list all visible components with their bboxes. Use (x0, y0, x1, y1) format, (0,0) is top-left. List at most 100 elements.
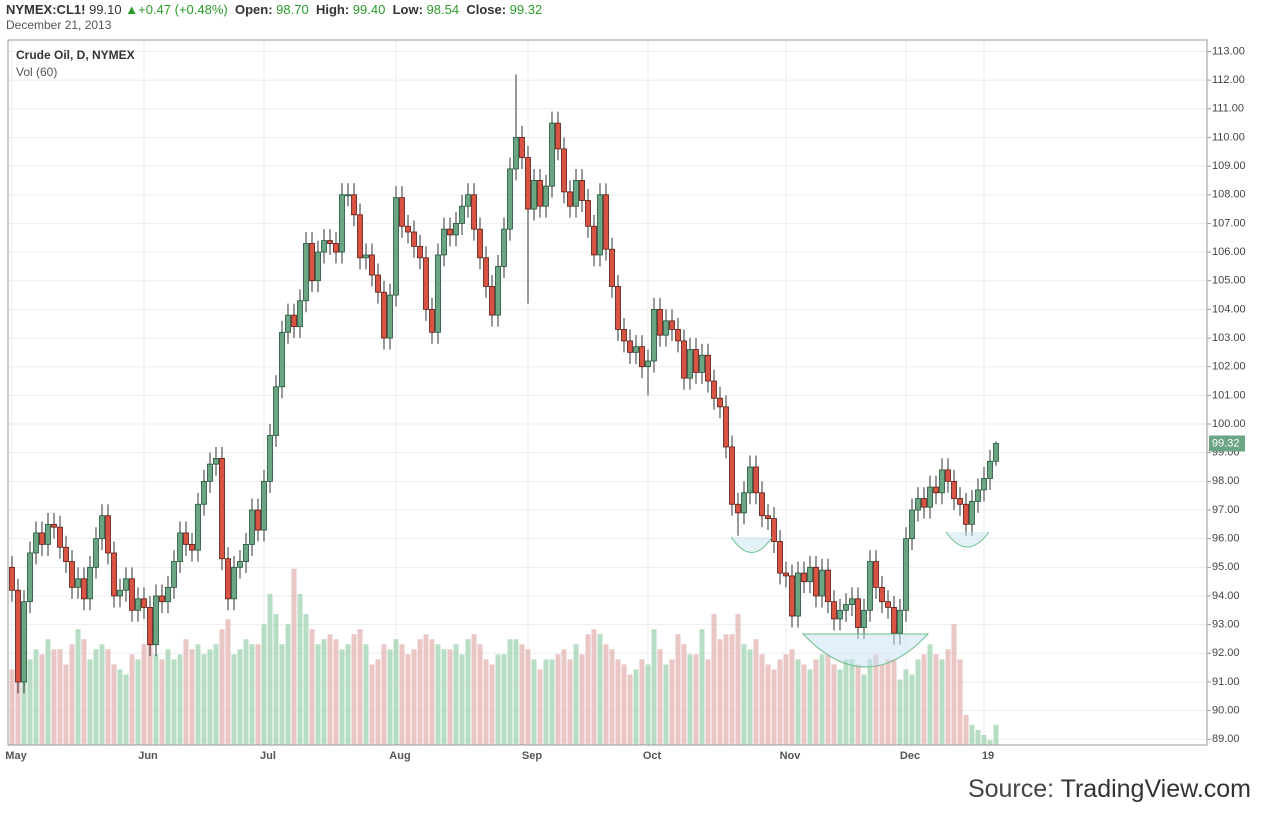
candle-body (765, 515, 771, 519)
volume-bar (63, 664, 69, 745)
low-value: 98.54 (426, 2, 460, 17)
candle-body (537, 180, 543, 207)
y-tick-label: 89.00 (1212, 733, 1240, 745)
candle-body (843, 604, 849, 611)
candle-body (693, 349, 699, 373)
candle-body (993, 443, 999, 462)
volume-bar (507, 639, 513, 745)
y-tick-label: 103.00 (1212, 332, 1246, 344)
candle-body (867, 561, 873, 611)
candle-body (855, 598, 861, 628)
volume-bar (171, 659, 177, 745)
y-tick-label: 104.00 (1212, 303, 1246, 315)
candle-body (63, 546, 69, 562)
candle-body (663, 320, 669, 336)
y-tick-label: 106.00 (1212, 246, 1246, 258)
candle-body (627, 340, 633, 353)
candle-body (909, 509, 915, 540)
volume-bar (87, 659, 93, 745)
volume-bar (459, 654, 465, 745)
candle-body (93, 538, 99, 568)
candle-body (501, 228, 507, 267)
candle-body (321, 240, 327, 253)
source-prefix: Source: (967, 775, 1055, 803)
volume-bar (309, 629, 315, 745)
candle-body (759, 492, 765, 517)
volume-bar (147, 629, 153, 745)
candle-body (153, 595, 159, 646)
y-tick-label: 90.00 (1212, 705, 1240, 717)
volume-bar (321, 639, 327, 745)
high-value: 99.40 (352, 2, 386, 17)
candle-body (729, 446, 735, 505)
open-value: 98.70 (276, 2, 309, 17)
axis-layer: 89.00 90.00 91.00 92.00 93.00 94.00 95.00 96.00… (5, 45, 1245, 762)
y-tick-label: 107.00 (1212, 217, 1246, 229)
volume-bar (543, 659, 549, 745)
volume-bar (237, 649, 243, 745)
volume-bar (429, 639, 435, 745)
candle-body (369, 254, 375, 276)
last-price-tag (1209, 435, 1245, 452)
y-tick-label: 111.00 (1212, 103, 1244, 115)
candle-body (135, 598, 141, 611)
candle-layer (9, 74, 999, 694)
volume-bar (135, 659, 141, 745)
candle-body (255, 509, 261, 531)
volume-bar (213, 644, 219, 745)
candle-body (129, 578, 135, 611)
candle-body (711, 380, 717, 399)
volume-bar (501, 654, 507, 745)
volume-bar (603, 644, 609, 745)
volume-bar (255, 644, 261, 745)
volume-bar (621, 664, 627, 745)
volume-bar (531, 659, 537, 745)
x-tick-label: Nov (780, 750, 802, 762)
volume-bar (537, 669, 543, 745)
volume-bar (837, 669, 843, 745)
volume-bar (105, 649, 111, 745)
volume-bar (279, 644, 285, 745)
candle-body (975, 489, 981, 502)
candle-body (471, 194, 477, 230)
candle-body (141, 598, 147, 608)
change: +0.47 (+0.48%) (138, 2, 228, 17)
volume-bar (291, 568, 297, 745)
volume-bar (351, 634, 357, 745)
volume-bar (333, 639, 339, 745)
volume-bar (933, 654, 939, 745)
candle-body (393, 197, 399, 296)
volume-bar (525, 649, 531, 745)
volume-bar (411, 649, 417, 745)
candle-body (45, 523, 51, 545)
volume-bar (561, 649, 567, 745)
x-tick-label: Jun (138, 750, 158, 762)
candle-body (645, 360, 651, 368)
chart-title: Crude Oil, D, NYMEX (16, 48, 135, 62)
volume-bar (807, 669, 813, 745)
volume-bar (339, 649, 345, 745)
candle-body (567, 191, 573, 207)
last-price-label: 99.32 (1212, 437, 1240, 449)
candle-body (615, 286, 621, 330)
y-tick-label: 92.00 (1212, 647, 1240, 659)
y-tick-label: 101.00 (1212, 389, 1246, 401)
high-label: High: (315, 2, 350, 17)
volume-bar (771, 669, 777, 745)
candle-body (675, 329, 681, 342)
volume-bar (927, 644, 933, 745)
candle-body (531, 180, 537, 210)
candle-body (669, 320, 675, 330)
candle-body (609, 248, 615, 287)
volume-bar (381, 644, 387, 745)
symbol: NYMEX:CL1! (6, 2, 86, 17)
candle-body (747, 466, 753, 494)
volume-bar (435, 644, 441, 745)
x-tick-label: Sep (522, 750, 542, 762)
candle-body (15, 589, 21, 683)
volume-bar (663, 664, 669, 745)
candle-body (381, 291, 387, 339)
y-tick-label: 94.00 (1212, 590, 1240, 602)
candle-body (357, 214, 363, 259)
volume-bar (891, 659, 897, 745)
